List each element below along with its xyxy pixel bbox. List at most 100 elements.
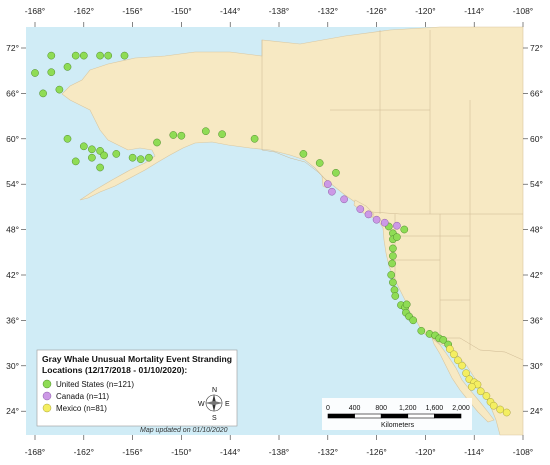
lat-label-left: 54° (6, 179, 19, 189)
lon-label-top: -156° (122, 6, 142, 16)
stranding-point-canada (323, 180, 332, 188)
scale-unit: Kilometers (381, 422, 415, 429)
lat-label-right: 42° (530, 270, 543, 280)
lat-label-right: 24° (530, 406, 543, 416)
stranding-point-canada (340, 195, 348, 204)
stranding-point-us (439, 336, 448, 344)
stranding-point-canada (328, 187, 336, 196)
stranding-points (31, 51, 511, 417)
scale-label: 1,600 (426, 405, 444, 412)
lon-label-bottom: -108° (513, 447, 533, 457)
stranding-point-mexico (458, 361, 466, 370)
stranding-point-us (104, 51, 113, 60)
stranding-point-us (153, 138, 161, 147)
lat-label-left: 60° (6, 134, 19, 144)
lat-label-right: 60° (530, 134, 543, 144)
lon-label-bottom: -126° (366, 447, 386, 457)
us-mexico-border (432, 337, 524, 361)
compass-w: W (198, 401, 205, 408)
lat-label-left: 66° (6, 88, 19, 98)
stranding-point-us (63, 134, 72, 143)
scale-segment (407, 413, 435, 419)
stranding-point-us (332, 168, 340, 177)
lon-label-top: -126° (366, 6, 386, 16)
lon-label-bottom: -150° (171, 447, 191, 457)
stranding-point-us (31, 69, 39, 77)
stranding-point-us (112, 150, 121, 158)
stranding-point-us (100, 151, 108, 160)
us-canada-border (371, 211, 523, 215)
lon-label-bottom: -132° (318, 447, 338, 457)
lat-label-right: 66° (530, 88, 543, 98)
stranding-point-us (79, 142, 88, 151)
legend-label-mexico: Mexico (n=81) (56, 404, 107, 413)
scale-segment (434, 413, 462, 419)
lat-label-right: 36° (530, 315, 543, 325)
stranding-point-mexico (467, 382, 476, 391)
lat-label-left: 36° (6, 315, 19, 325)
alaska-canada-border (261, 40, 331, 185)
legend-label-us: United States (n=121) (56, 380, 134, 389)
compass-e: E (225, 401, 230, 408)
stranding-point-us (136, 155, 145, 164)
graticule: -168° -168° -162° -162° -156° -156° -150° -150°… (6, 6, 543, 457)
scale-label: 800 (375, 405, 387, 412)
legend-title-line2: Locations (12/17/2018 - 01/10/2020): (42, 365, 187, 375)
stranding-point-us (389, 252, 397, 260)
stranding-point-us (79, 51, 88, 60)
stranding-point-us (387, 271, 396, 279)
baja-peninsula (431, 337, 495, 423)
stranding-point-mexico (462, 369, 470, 378)
update-note: Map updated on 01/10/2020 (140, 427, 228, 434)
stranding-point-us (71, 157, 80, 166)
lat-label-right: 48° (530, 225, 543, 235)
stranding-point-mexico (482, 392, 491, 400)
stranding-point-us (128, 153, 137, 162)
stranding-point-mexico (496, 405, 505, 414)
stranding-point-us (47, 68, 56, 77)
stranding-point-mexico (502, 408, 511, 417)
stranding-point-us (218, 130, 226, 139)
lat-label-right: 72° (530, 43, 543, 53)
stranding-point-us (88, 145, 96, 154)
lat-label-right: 30° (530, 361, 543, 371)
scale-label: 1,200 (399, 405, 417, 412)
stranding-point-us (391, 292, 400, 300)
stranding-point-us (409, 316, 418, 325)
lon-label-top: -120° (415, 6, 435, 16)
lon-label-top: -114° (464, 6, 484, 16)
north-america-land (61, 26, 524, 436)
lon-label-bottom: -120° (415, 447, 435, 457)
lon-label-bottom: -168° (25, 447, 45, 457)
compass-s: S (212, 415, 217, 422)
lon-label-top: -168° (25, 6, 45, 16)
legend-label-canada: Canada (n=11) (56, 392, 109, 401)
stranding-point-canada (380, 218, 389, 227)
stranding-point-us (389, 244, 397, 253)
stranding-point-us (388, 259, 396, 268)
legend-box (36, 349, 238, 427)
lat-label-left: 24° (6, 406, 19, 416)
lon-label-top: -132° (318, 6, 338, 16)
stranding-point-canada (393, 221, 401, 230)
stranding-point-us (393, 233, 401, 241)
lat-label-left: 42° (6, 270, 19, 280)
legend-swatch-us (42, 379, 52, 389)
lat-label-left: 30° (6, 361, 19, 371)
lon-label-bottom: -144° (220, 447, 240, 457)
lon-label-bottom: -156° (122, 447, 142, 457)
stranding-point-us (177, 131, 186, 140)
lon-label-top: -138° (269, 6, 289, 16)
scale-label: 400 (349, 405, 361, 412)
stranding-point-us (63, 63, 72, 71)
lon-label-bottom: -138° (269, 447, 289, 457)
stranding-point-us (402, 300, 411, 309)
stranding-point-mexico (476, 387, 485, 396)
lon-label-bottom: -162° (74, 447, 94, 457)
stranding-point-canada (364, 210, 373, 219)
scale-segment (354, 413, 382, 419)
stranding-point-mexico (454, 356, 462, 365)
scale-label: 2,000 (452, 405, 470, 412)
lon-label-top: -144° (220, 6, 240, 16)
